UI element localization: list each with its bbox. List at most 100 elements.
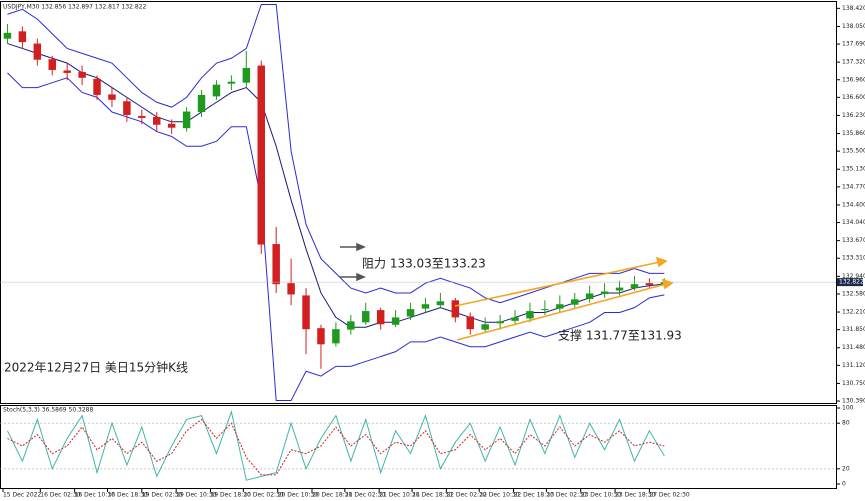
candle-body bbox=[257, 65, 265, 245]
candle-body bbox=[600, 291, 609, 294]
y-tick-label: 134.040 bbox=[842, 219, 865, 226]
band-line bbox=[7, 3, 665, 304]
stoch-line bbox=[7, 409, 665, 481]
stoch-line bbox=[7, 418, 665, 476]
y-tick-label: 132.210 bbox=[842, 309, 865, 316]
y-tick-label: 136.600 bbox=[842, 94, 865, 101]
y-tick-label: 133.670 bbox=[842, 237, 865, 244]
candle-body bbox=[466, 316, 474, 330]
candle-body bbox=[406, 309, 415, 317]
annotation: 支撑 131.77至131.93 bbox=[558, 328, 682, 343]
y-tick-label: 138.420 bbox=[842, 5, 865, 12]
candle-body bbox=[585, 293, 594, 299]
candle-body bbox=[615, 287, 624, 291]
level-arrows bbox=[340, 242, 366, 282]
candle-body bbox=[571, 299, 579, 305]
candle-body bbox=[197, 94, 206, 113]
candle-body bbox=[556, 304, 564, 309]
candle-body bbox=[78, 71, 86, 78]
candle-body bbox=[630, 284, 639, 289]
candle-body bbox=[526, 311, 534, 319]
candle-body bbox=[511, 317, 519, 321]
x-tick-label: 23 Dec 10:30 bbox=[581, 492, 622, 499]
x-tick-label: 22 Dec 02:30 bbox=[446, 492, 487, 499]
y-tick-label: 134.770 bbox=[842, 183, 865, 190]
x-tick-label: 22 Dec 18:30 bbox=[514, 492, 555, 499]
main-plot bbox=[3, 3, 669, 402]
x-tick-label: 16 Dec 18:30 bbox=[107, 492, 148, 499]
candle-body bbox=[272, 244, 280, 285]
annotation: 阻力 133.03至133.23 bbox=[362, 257, 486, 271]
candle-body bbox=[376, 310, 385, 325]
y-tick-label: 131.850 bbox=[842, 326, 865, 333]
candle-body bbox=[481, 324, 489, 330]
candle-body bbox=[391, 317, 400, 325]
candle-body bbox=[33, 43, 42, 60]
candle-body bbox=[496, 321, 504, 324]
axes: 138.420 138.050 137.690 137.320 136.960 136.6… bbox=[0, 5, 865, 499]
candle-body bbox=[18, 31, 27, 43]
arrow-head bbox=[661, 278, 674, 290]
x-tick-label: 16 Dec 02:30 bbox=[40, 492, 81, 499]
x-tick-label: 16 Dec 10:30 bbox=[75, 492, 116, 499]
y-tick-label: 136.230 bbox=[842, 112, 865, 119]
y-tick-label: 132.940 bbox=[842, 273, 865, 280]
candle-body bbox=[3, 32, 12, 39]
candle-body bbox=[541, 309, 549, 311]
candle-body bbox=[227, 81, 236, 84]
y-tick-label: 132.580 bbox=[842, 290, 865, 297]
y-tick-label: 130.750 bbox=[842, 380, 865, 387]
x-tick-label: 19 Dec 10:30 bbox=[176, 492, 217, 499]
candle-body bbox=[645, 283, 654, 286]
y-tick-label: 137.690 bbox=[842, 41, 865, 48]
y-tick-label: 20 bbox=[842, 465, 850, 472]
chart-title: USDJPY,M30 132.856 132.897 132.817 132.8… bbox=[3, 4, 147, 11]
candle-body bbox=[182, 111, 191, 129]
stoch-title: Stoch(5,3,3) 36.5869 50.3288 bbox=[3, 407, 94, 414]
candle-body bbox=[421, 304, 430, 309]
annotation: 2022年12月27日 美日15分钟K线 bbox=[4, 360, 188, 375]
band-line bbox=[7, 43, 665, 328]
channel-lower bbox=[456, 283, 667, 341]
candle-body bbox=[332, 329, 340, 344]
x-tick-label: 23 Dec 02:30 bbox=[546, 492, 587, 499]
candle-body bbox=[63, 70, 71, 73]
channel bbox=[454, 256, 674, 341]
x-tick-label: 20 Dec 02:30 bbox=[243, 492, 284, 499]
stoch-panel bbox=[0, 405, 837, 489]
candle-body bbox=[362, 311, 370, 323]
y-tick-label: 136.960 bbox=[842, 76, 865, 83]
candle-body bbox=[436, 301, 445, 306]
candle-body bbox=[242, 68, 251, 83]
x-tick-label: 20 Dec 18:30 bbox=[312, 492, 353, 499]
x-tick-label: 19 Dec 18:30 bbox=[210, 492, 251, 499]
y-tick-label: 137.320 bbox=[842, 59, 865, 66]
candle-body bbox=[451, 300, 460, 318]
candle-body bbox=[153, 116, 161, 125]
candle-body bbox=[287, 283, 295, 295]
y-tick-label: 0 bbox=[842, 481, 846, 488]
y-tick-label: 130.390 bbox=[842, 398, 865, 405]
x-tick-label: 21 Dec 10:30 bbox=[379, 492, 420, 499]
last-price-box bbox=[837, 278, 863, 287]
candle-body bbox=[48, 59, 56, 70]
x-tick-label: 21 Dec 18:30 bbox=[412, 492, 453, 499]
candle-body bbox=[317, 328, 325, 345]
y-tick-label: 135.860 bbox=[842, 130, 865, 137]
candle-body bbox=[93, 78, 101, 95]
channel-upper bbox=[454, 261, 661, 307]
candle-body bbox=[347, 321, 355, 330]
arrow-head bbox=[356, 242, 366, 252]
x-tick-label: 23 Dec 18:30 bbox=[615, 492, 656, 499]
y-tick-label: 80 bbox=[842, 420, 850, 427]
arrow-head bbox=[356, 272, 366, 282]
candle-body bbox=[167, 123, 176, 128]
y-tick-label: 135.130 bbox=[842, 166, 865, 173]
arrow-head bbox=[655, 256, 668, 268]
candle-body bbox=[123, 101, 131, 115]
y-tick-label: 134.400 bbox=[842, 201, 865, 208]
x-tick-label: 27 Dec 02:30 bbox=[649, 492, 690, 499]
x-tick-label: 20 Dec 10:30 bbox=[278, 492, 319, 499]
band-line bbox=[7, 72, 665, 402]
x-tick-label: 21 Dec 02:30 bbox=[345, 492, 386, 499]
